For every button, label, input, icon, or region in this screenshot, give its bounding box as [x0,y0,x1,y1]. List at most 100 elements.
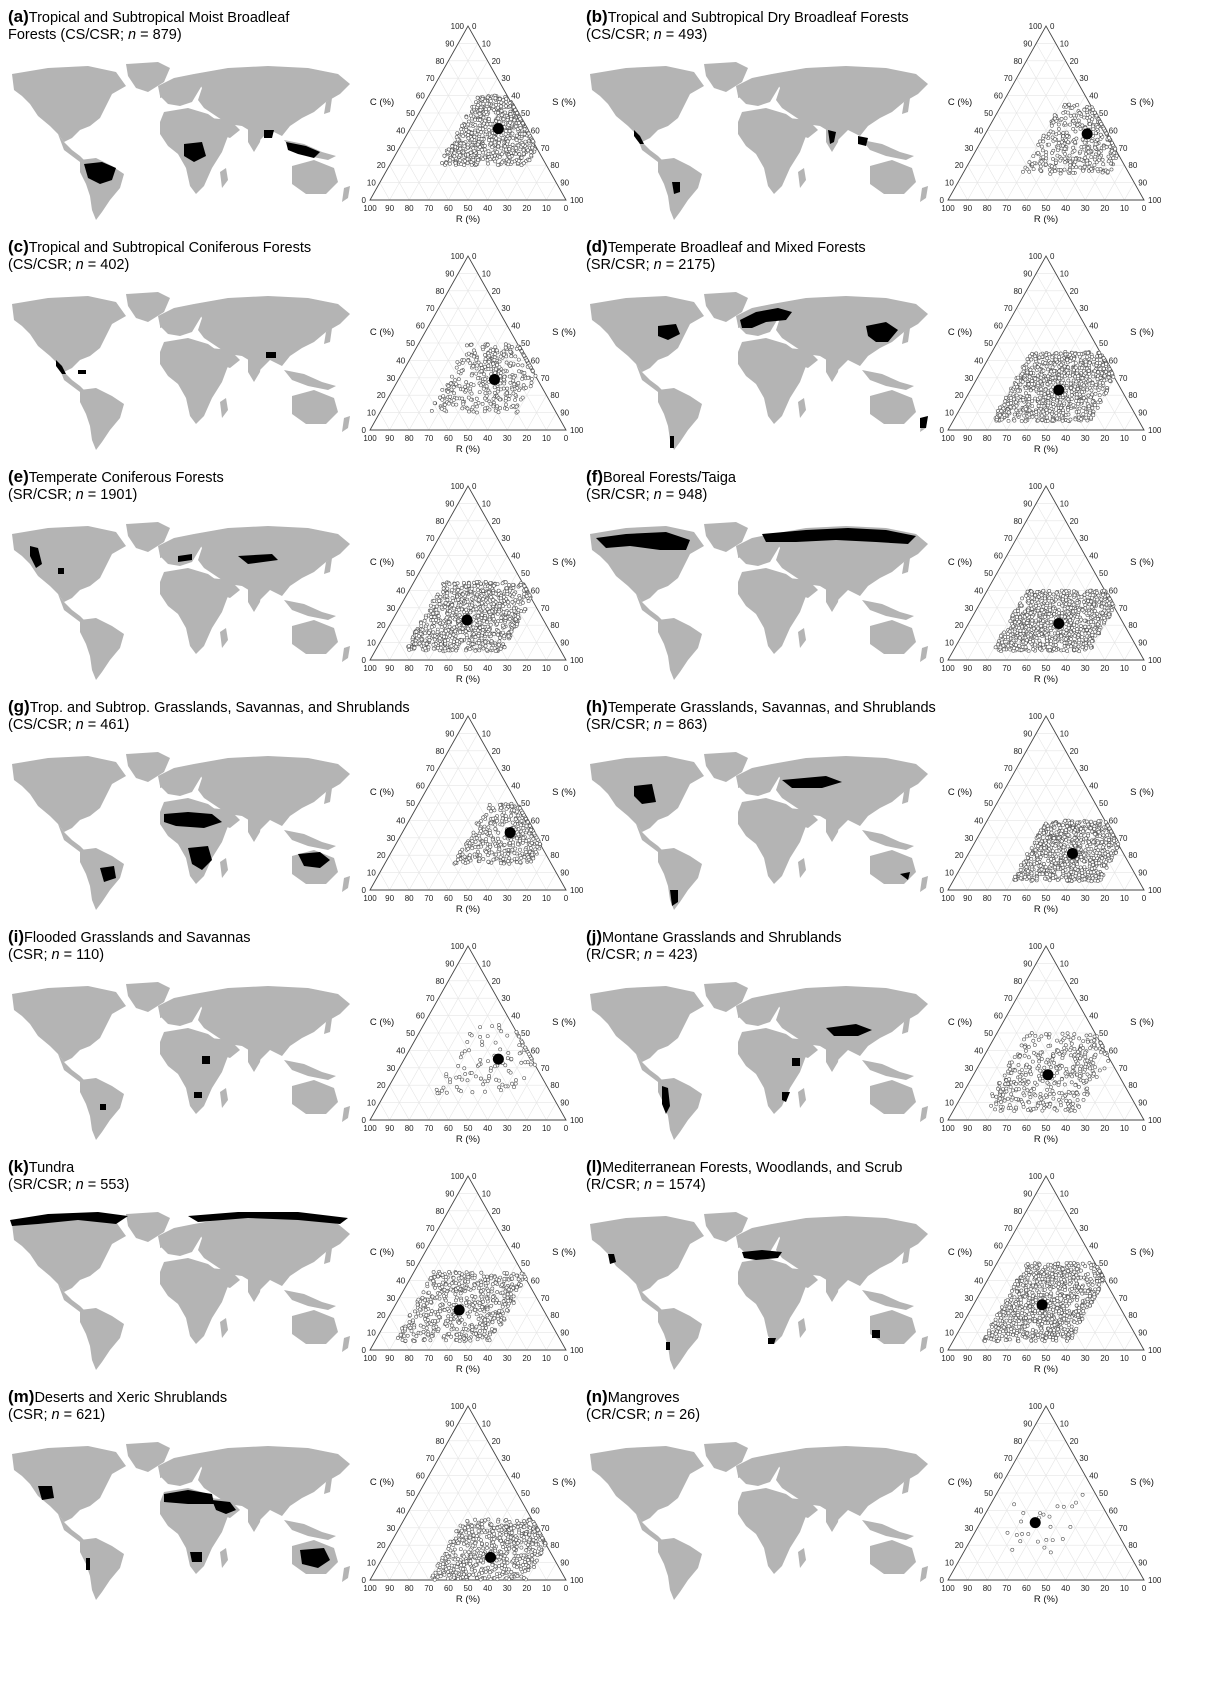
data-point [1029,592,1034,597]
tick-label: 40 [974,586,983,595]
data-point [473,123,478,127]
land-india [248,356,262,382]
data-point [504,360,509,365]
data-point [1017,619,1022,624]
data-point [1051,380,1056,385]
land-australia [292,160,338,194]
tick-label: 40 [1089,92,1098,101]
data-point [1046,395,1051,400]
data-point [1068,618,1072,623]
data-point [486,363,491,368]
tick-label: 50 [406,569,415,578]
data-point [516,363,520,367]
tick-label: 90 [560,179,569,188]
data-point [1086,145,1091,150]
data-point [1062,640,1067,645]
data-point [457,613,462,618]
data-point [497,155,502,159]
data-point [1043,614,1047,619]
axis-label-s: S (%) [1130,327,1154,338]
data-point [487,610,492,614]
data-point [490,145,495,150]
tick-label: 20 [377,621,386,630]
data-point [1059,405,1063,410]
data-point [1086,631,1091,636]
n-value: 1901 [100,487,133,503]
data-point [1107,135,1111,140]
data-point [498,406,503,411]
data-point [466,122,471,127]
data-point [1067,102,1072,107]
data-point [1057,369,1062,374]
data-point [495,363,500,367]
data-point [426,645,431,650]
tick-label: 80 [1013,57,1022,66]
axis-label-r: R (%) [1034,674,1058,685]
data-point [500,623,505,628]
tick-label: 90 [1023,499,1032,508]
data-point [479,636,484,641]
data-point [1022,366,1026,371]
data-point [485,607,490,611]
land-madagascar [220,168,228,188]
data-point [487,617,492,622]
data-point [1038,168,1043,173]
data-point [459,162,464,166]
tick-label: 90 [385,664,394,673]
data-point [517,152,522,157]
data-point [515,615,520,620]
biome-region [634,130,644,144]
data-point [451,398,456,402]
data-point [1021,628,1026,633]
data-point [1060,357,1064,362]
data-point [495,632,500,637]
panel-label: (a) [8,7,29,26]
data-point [520,142,525,147]
data-point [516,158,521,163]
data-point [1101,356,1106,361]
data-point [496,642,501,647]
data-point [1043,596,1047,601]
data-point [458,603,463,608]
data-point [1055,595,1060,600]
data-point [407,644,411,649]
land-madagascar [798,398,806,418]
data-point [443,402,447,407]
data-point [1051,606,1056,611]
grid-line [389,503,479,661]
tick-label: 10 [367,639,376,648]
data-point [1083,359,1088,364]
tick-label: 30 [503,664,512,673]
data-point [412,645,417,650]
data-point [493,96,498,101]
land-centam [636,364,662,392]
tick-label: 30 [1079,304,1088,313]
data-point [1093,391,1098,396]
data-point [1027,408,1032,413]
data-point [1054,411,1059,416]
biome-region [658,324,680,340]
data-point [1042,392,1047,397]
data-point [1039,387,1044,392]
axis-label-s: S (%) [552,327,576,338]
data-point [1031,647,1036,652]
data-point [502,381,507,386]
data-point [498,354,503,359]
data-point [1102,615,1107,620]
data-point [1049,369,1054,374]
grid-line [399,377,430,431]
data-point [446,620,451,625]
data-point [1054,351,1059,356]
data-point [1071,119,1076,124]
tick-label: 0 [564,204,569,213]
data-point [1001,643,1006,648]
data-point [510,142,515,147]
data-point [481,597,486,601]
data-point [464,607,469,612]
data-point [443,600,448,605]
biome-region [286,142,320,158]
mean-point [1081,128,1093,140]
tick-label: 100 [451,482,465,491]
data-point [998,405,1002,410]
